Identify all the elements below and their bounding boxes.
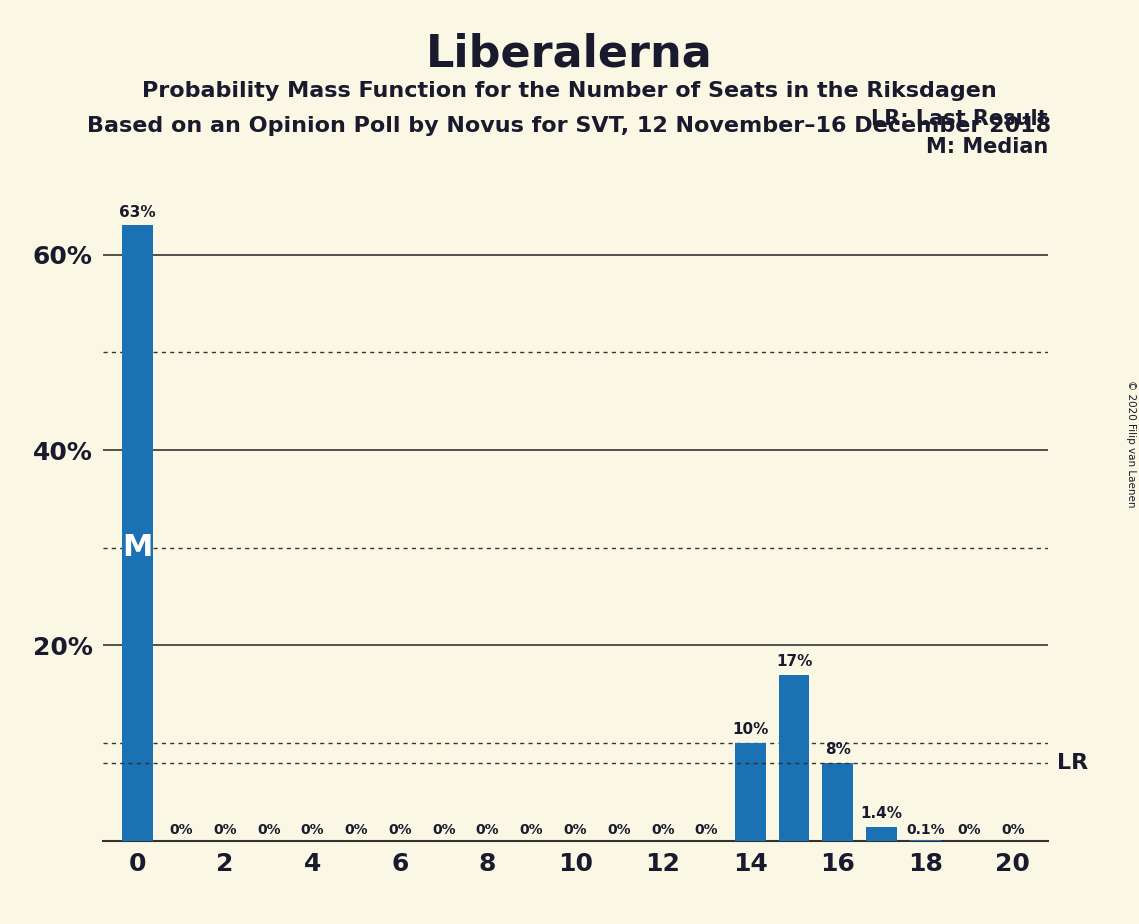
Text: M: M xyxy=(122,533,153,563)
Text: 0%: 0% xyxy=(213,823,237,837)
Text: 0%: 0% xyxy=(519,823,543,837)
Bar xyxy=(867,827,896,841)
Text: LR: LR xyxy=(1057,753,1088,772)
Bar xyxy=(822,762,853,841)
Text: 17%: 17% xyxy=(776,654,812,669)
Text: Liberalerna: Liberalerna xyxy=(426,32,713,76)
Text: 0%: 0% xyxy=(650,823,674,837)
Text: LR: Last Result: LR: Last Result xyxy=(871,109,1048,129)
Text: 0%: 0% xyxy=(1001,823,1025,837)
Text: 0%: 0% xyxy=(957,823,981,837)
Text: 0%: 0% xyxy=(170,823,194,837)
Bar xyxy=(122,225,153,841)
Text: Probability Mass Function for the Number of Seats in the Riksdagen: Probability Mass Function for the Number… xyxy=(142,81,997,102)
Text: 10%: 10% xyxy=(732,723,769,737)
Bar xyxy=(910,840,941,841)
Text: 0.1%: 0.1% xyxy=(906,823,944,837)
Text: © 2020 Filip van Laenen: © 2020 Filip van Laenen xyxy=(1126,380,1136,507)
Text: 0%: 0% xyxy=(476,823,500,837)
Text: 0%: 0% xyxy=(344,823,368,837)
Text: 63%: 63% xyxy=(120,204,156,220)
Text: 1.4%: 1.4% xyxy=(861,807,902,821)
Text: 0%: 0% xyxy=(432,823,456,837)
Text: 0%: 0% xyxy=(257,823,280,837)
Text: M: Median: M: Median xyxy=(926,137,1048,156)
Text: 0%: 0% xyxy=(388,823,412,837)
Text: 0%: 0% xyxy=(607,823,631,837)
Text: 8%: 8% xyxy=(825,742,851,757)
Text: Based on an Opinion Poll by Novus for SVT, 12 November–16 December 2018: Based on an Opinion Poll by Novus for SV… xyxy=(88,116,1051,136)
Text: 0%: 0% xyxy=(695,823,719,837)
Bar xyxy=(779,675,810,841)
Text: 0%: 0% xyxy=(301,823,325,837)
Text: 0%: 0% xyxy=(564,823,587,837)
Bar xyxy=(735,743,765,841)
